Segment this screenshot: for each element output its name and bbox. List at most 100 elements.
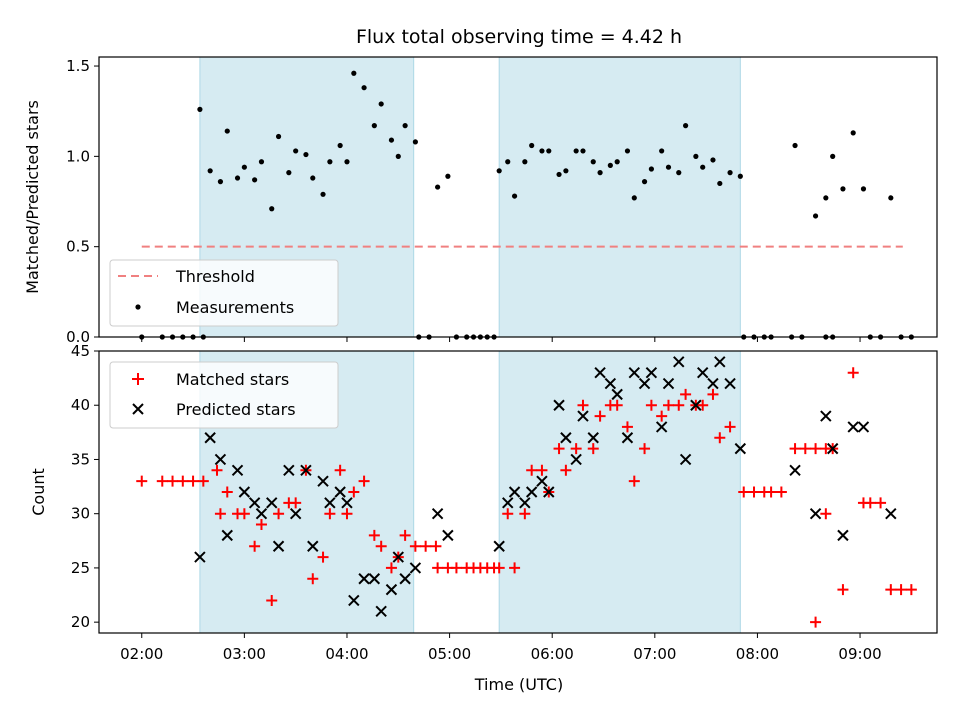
legend-matched-label: Matched stars (176, 370, 289, 389)
matched-stars-point (341, 508, 353, 520)
measurements-point (717, 180, 723, 187)
measurements-point (710, 157, 716, 163)
predicted-stars-point (194, 551, 206, 563)
legend-matched-swatch (132, 373, 144, 385)
measurements-point (888, 195, 894, 201)
predicted-stars-point (519, 497, 531, 509)
predicted-stars-point (238, 486, 251, 498)
measurements-point (361, 85, 367, 91)
top-y-tick-label: 1.0 (66, 147, 90, 165)
matched-stars-point (519, 508, 531, 520)
matched-stars-point (167, 475, 179, 487)
matched-stars-point (748, 486, 760, 498)
matched-stars-point (211, 464, 223, 476)
predicted-stars-point (673, 356, 685, 368)
x-axis-label: Time (UTC) (474, 675, 563, 694)
measurements-point (792, 142, 798, 149)
legend-measurements-label: Measurements (176, 298, 294, 317)
matched-stars-point (656, 410, 668, 422)
matched-stars-point (662, 399, 674, 411)
matched-stars-point (214, 508, 226, 520)
predicted-stars-point (214, 453, 227, 466)
matched-stars-point (502, 508, 514, 520)
top-shaded-window (498, 56, 741, 338)
measurements-point (371, 123, 377, 129)
matched-stars-point (775, 486, 787, 498)
predicted-stars-point (714, 356, 726, 368)
measurements-point (344, 159, 350, 165)
bottom-y-axis-label: Count (29, 468, 48, 516)
predicted-stars-point (392, 551, 404, 563)
measurements-point (275, 133, 282, 140)
bottom-legend-box (109, 361, 339, 429)
matched-stars-point (645, 399, 657, 411)
x-tick-label: 02:00 (120, 645, 163, 663)
predicted-stars-point (638, 377, 651, 390)
measurements-point (224, 128, 230, 134)
matched-stars-point (368, 529, 380, 541)
measurements-point (511, 193, 518, 199)
matched-stars-point (493, 562, 505, 574)
matched-stars-point (273, 508, 285, 520)
top-legend: Threshold Measurements (109, 259, 339, 327)
measurements-point (631, 195, 637, 201)
measurements-point (556, 171, 562, 178)
predicted-stars-point (300, 464, 312, 477)
matched-stars-point (847, 367, 859, 379)
predicted-stars-point (789, 464, 801, 477)
measurements-point (337, 142, 343, 149)
matched-stars-point (358, 475, 370, 487)
matched-stars-point (249, 540, 261, 552)
matched-stars-point (177, 475, 189, 487)
bottom-y-tick-label: 30 (71, 505, 90, 523)
matched-stars-point (197, 475, 209, 487)
matched-stars-point (594, 410, 606, 422)
predicted-stars-point (885, 507, 897, 520)
legend-threshold-label: Threshold (175, 267, 255, 286)
matched-stars-point (238, 508, 250, 520)
matched-stars-point (738, 486, 750, 498)
predicted-stars-point (317, 475, 329, 487)
matched-stars-point (334, 464, 346, 476)
predicted-stars-point (655, 421, 668, 433)
bottom-panel-frame (98, 350, 938, 634)
predicted-stars-point (502, 497, 514, 509)
predicted-stars-point (690, 399, 702, 411)
predicted-stars-point (442, 529, 454, 542)
predicted-stars-point (679, 453, 692, 466)
predicted-stars-point (248, 497, 261, 509)
measurements-point (395, 153, 401, 159)
measurements-point (378, 101, 384, 107)
top-y-tick-label: 1.5 (66, 57, 90, 75)
measurements-point (445, 173, 451, 179)
matched-stars-point (680, 388, 692, 400)
matched-stars-point (420, 540, 432, 552)
predicted-stars-point (553, 399, 565, 411)
matched-stars-point (409, 540, 421, 552)
predicted-stars-point (734, 442, 747, 455)
matched-stars-point (187, 475, 199, 487)
predicted-stars-point (204, 432, 216, 444)
measurements-point (840, 186, 846, 192)
measurements-point (310, 175, 316, 181)
matched-stars-point (136, 475, 148, 487)
predicted-stars-point (493, 540, 505, 552)
legend-predicted-swatch (132, 403, 144, 415)
matched-stars-point (577, 399, 589, 411)
measurements-point (683, 123, 689, 129)
measurements-point (286, 170, 292, 176)
legend-predicted-label: Predicted stars (176, 400, 296, 419)
legend-measurements-swatch (135, 304, 141, 310)
predicted-stars-point (837, 529, 849, 542)
predicted-stars-point (508, 486, 521, 498)
matched-stars-point (810, 443, 822, 455)
predicted-stars-point (283, 464, 295, 477)
matched-stars-point (820, 508, 832, 520)
measurements-point (293, 148, 299, 154)
predicted-stars-point (707, 377, 719, 390)
x-tick-label: 09:00 (838, 645, 881, 663)
matched-stars-point (290, 497, 302, 509)
predicted-stars-point (543, 486, 555, 498)
predicted-stars-point (820, 410, 832, 422)
predicted-stars-point (348, 594, 360, 607)
